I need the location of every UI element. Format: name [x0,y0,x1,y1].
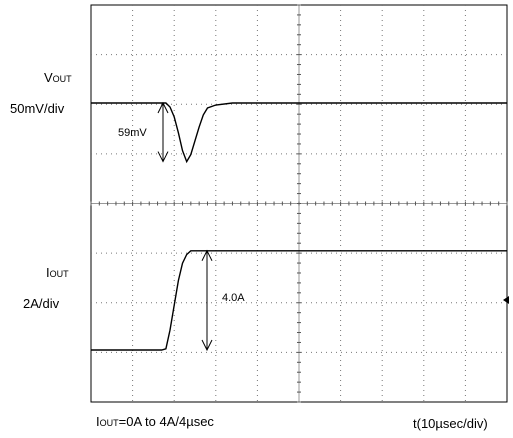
iout-step-arrow-head-bottom [201,339,213,352]
iout-step-label: 4.0A [222,292,245,304]
iout-channel-label: IOUT [46,265,69,280]
vout-undershoot-arrow-head-top [157,101,169,114]
test-condition-label: IOUT=0A to 4A/4µsec [96,414,214,429]
channel-marker-icon [503,296,509,304]
iout-scale-label: 2A/div [23,296,60,311]
vout-scale-label: 50mV/div [10,101,65,116]
vout-trace [91,102,507,164]
vout-undershoot-arrow-head-bottom [157,151,169,163]
iout-step-arrow-head-top [201,249,213,261]
traces [91,102,507,351]
iout-trace [91,250,507,351]
graticule [90,4,508,403]
annotations [157,101,213,352]
x-axis-label: t(10µsec/div) [413,416,488,431]
vout-undershoot-label: 59mV [118,127,147,139]
vout-channel-label: VOUT [44,70,72,85]
